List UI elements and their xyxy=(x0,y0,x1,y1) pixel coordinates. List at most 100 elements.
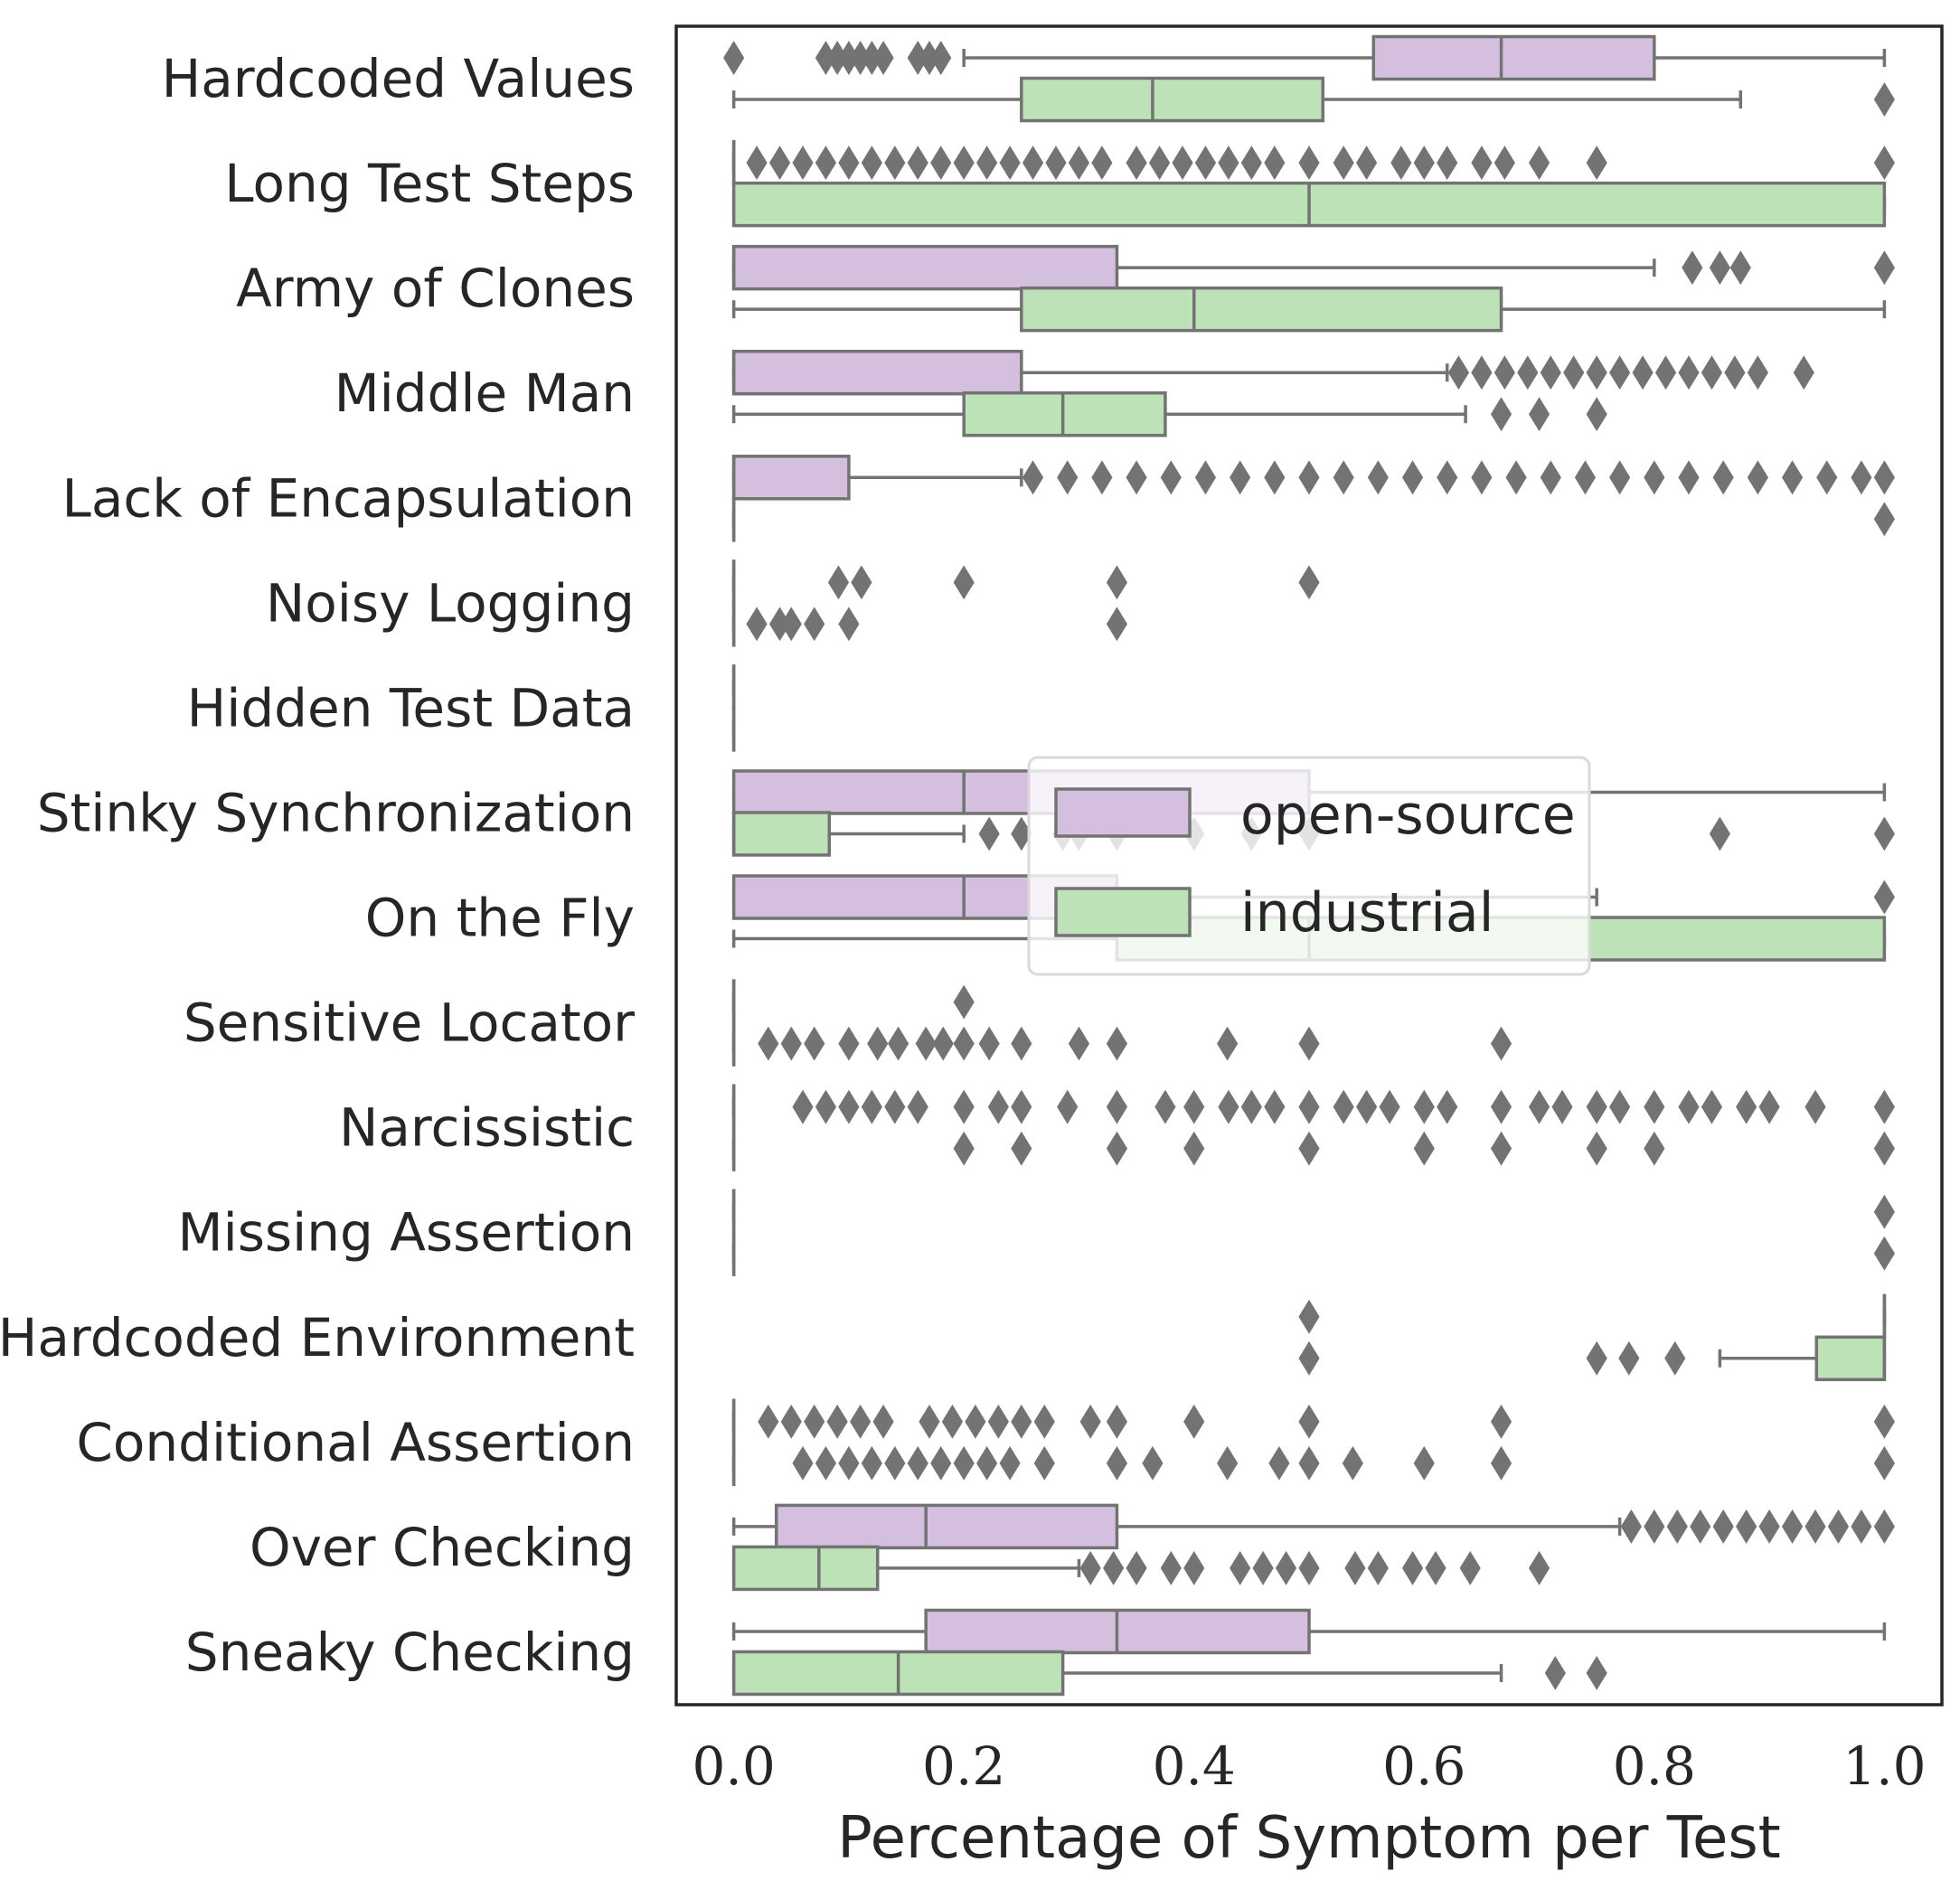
outlier-point xyxy=(1230,461,1250,494)
outlier-point xyxy=(1587,146,1607,179)
outlier-point xyxy=(1587,1657,1607,1689)
outlier-point xyxy=(1437,146,1457,179)
box-industrial xyxy=(734,603,1127,645)
outlier-point xyxy=(1564,356,1584,389)
outlier-point xyxy=(1150,146,1170,179)
outlier-point xyxy=(781,1028,801,1060)
outlier-point xyxy=(1299,1301,1319,1333)
box-industrial xyxy=(734,393,1607,436)
outlier-point xyxy=(1874,1447,1894,1480)
outlier-point xyxy=(1184,1133,1204,1165)
legend-label-open-source: open-source xyxy=(1240,784,1576,847)
box-industrial xyxy=(1299,1337,1884,1379)
outlier-point xyxy=(1126,461,1146,494)
outlier-point xyxy=(954,1028,974,1060)
outlier-point xyxy=(1299,566,1319,598)
outlier-point xyxy=(1805,1510,1825,1543)
outlier-point xyxy=(1437,461,1457,494)
outlier-point xyxy=(1737,1091,1757,1124)
box-open-source xyxy=(734,1190,1895,1233)
outlier-point xyxy=(1299,1133,1319,1165)
outlier-point xyxy=(1828,1510,1848,1543)
legend-swatch-industrial xyxy=(1056,889,1190,936)
outlier-point xyxy=(889,1028,909,1060)
outlier-point xyxy=(954,1091,974,1124)
outlier-point xyxy=(1794,356,1814,389)
outlier-point xyxy=(805,1406,825,1438)
outlier-point xyxy=(1155,1091,1175,1124)
outlier-point xyxy=(1644,1133,1664,1165)
outlier-point xyxy=(1034,1406,1054,1438)
box-industrial xyxy=(734,1547,1550,1589)
outlier-point xyxy=(1253,1552,1273,1584)
outlier-point xyxy=(1357,1091,1377,1124)
category-label: Sneaky Checking xyxy=(185,1622,635,1683)
outlier-point xyxy=(1277,1552,1296,1584)
outlier-point xyxy=(873,42,893,74)
outlier-point xyxy=(1783,461,1803,494)
outlier-point xyxy=(793,1447,813,1480)
outlier-point xyxy=(1343,1447,1362,1480)
category-label: Stinky Synchronization xyxy=(37,782,635,843)
outlier-point xyxy=(1195,146,1215,179)
outlier-point xyxy=(1874,1510,1894,1543)
outlier-point xyxy=(1000,146,1020,179)
outlier-point xyxy=(1644,1510,1664,1543)
outlier-point xyxy=(1874,1133,1894,1165)
outlier-point xyxy=(1506,461,1526,494)
outlier-point xyxy=(1460,1552,1480,1584)
box-open-source xyxy=(1299,1295,1884,1338)
outlier-point xyxy=(1173,146,1192,179)
outlier-point xyxy=(931,1447,951,1480)
outlier-point xyxy=(1161,1552,1181,1584)
outlier-point xyxy=(954,1133,974,1165)
category-label: On the Fly xyxy=(365,888,635,949)
outlier-point xyxy=(1046,146,1066,179)
outlier-point xyxy=(1587,356,1607,389)
outlier-point xyxy=(1492,1406,1512,1438)
outlier-point xyxy=(1874,146,1894,179)
outlier-point xyxy=(781,607,801,640)
outlier-point xyxy=(868,1028,888,1060)
outlier-point xyxy=(1874,503,1894,535)
outlier-point xyxy=(954,566,974,598)
outlier-point xyxy=(1874,1196,1894,1228)
outlier-point xyxy=(770,146,790,179)
outlier-point xyxy=(885,1447,905,1480)
outlier-point xyxy=(1107,1447,1126,1480)
outlier-point xyxy=(1667,1510,1687,1543)
outlier-point xyxy=(977,1447,997,1480)
outlier-point xyxy=(815,1447,835,1480)
outlier-point xyxy=(1195,461,1215,494)
outlier-point xyxy=(839,607,859,640)
outlier-point xyxy=(1530,146,1550,179)
outlier-point xyxy=(954,986,974,1019)
box-open-source xyxy=(734,981,975,1023)
outlier-point xyxy=(851,1406,871,1438)
x-tick-label: 0.8 xyxy=(1613,1735,1696,1797)
outlier-point xyxy=(1874,1091,1894,1124)
outlier-point xyxy=(1299,146,1319,179)
outlier-point xyxy=(1107,1406,1126,1438)
outlier-point xyxy=(1414,1091,1434,1124)
outlier-point xyxy=(1783,1510,1803,1543)
outlier-point xyxy=(1679,461,1699,494)
x-tick-label: 0.0 xyxy=(693,1735,776,1797)
outlier-point xyxy=(839,1447,859,1480)
box-open-source xyxy=(734,352,1814,394)
outlier-point xyxy=(1644,461,1664,494)
outlier-point xyxy=(1092,461,1112,494)
outlier-point xyxy=(1587,1133,1607,1165)
outlier-point xyxy=(1107,1028,1126,1060)
outlier-point xyxy=(1679,1091,1699,1124)
iqr-box xyxy=(734,352,1022,394)
box-industrial xyxy=(734,79,1895,121)
legend-swatch-open-source xyxy=(1056,789,1190,836)
outlier-point xyxy=(1161,461,1181,494)
category-label: Missing Assertion xyxy=(178,1202,635,1264)
category-label: Army of Clones xyxy=(236,258,635,319)
outlier-point xyxy=(759,1028,778,1060)
outlier-point xyxy=(805,607,825,640)
outlier-point xyxy=(1012,1028,1032,1060)
outlier-point xyxy=(1107,1091,1126,1124)
